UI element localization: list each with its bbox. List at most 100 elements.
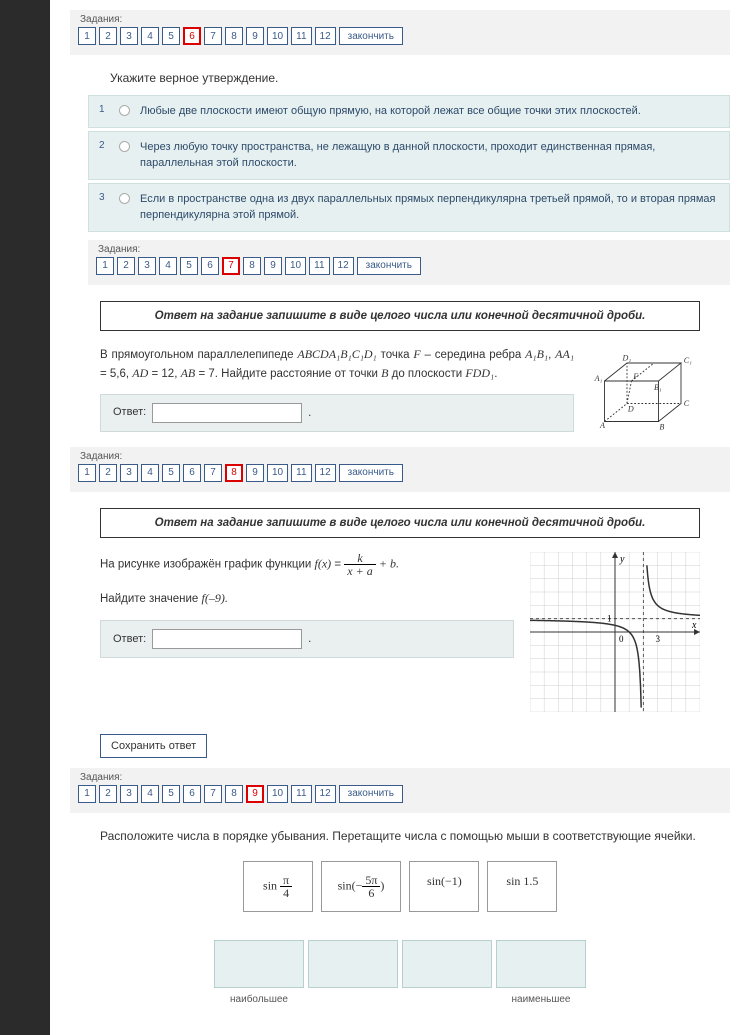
task-nav: Задания: 123456789101112закончить <box>70 447 730 492</box>
nav-task-8[interactable]: 8 <box>243 257 261 275</box>
answer-label: Ответ: <box>113 404 146 422</box>
drop-slot[interactable] <box>496 940 586 988</box>
q8-body: В прямоугольном параллелепипеде ABCDA₁B₁… <box>100 345 700 435</box>
q9-answer-input[interactable] <box>152 629 302 649</box>
nav-task-3[interactable]: 3 <box>120 785 138 803</box>
svg-text:3: 3 <box>656 634 661 644</box>
nav-task-7[interactable]: 7 <box>204 785 222 803</box>
nav-task-12[interactable]: 12 <box>315 785 336 803</box>
nav-finish[interactable]: закончить <box>339 785 403 803</box>
q6-options: 1Любые две плоскости имеют общую прямую,… <box>88 95 730 232</box>
nav-task-12[interactable]: 12 <box>315 464 336 482</box>
nav-task-8[interactable]: 8 <box>225 27 243 45</box>
graph-figure: 013xy <box>530 552 700 712</box>
nav-task-10[interactable]: 10 <box>285 257 306 275</box>
q9-text: На рисунке изображён график функции f(x)… <box>100 552 514 658</box>
nav-task-11[interactable]: 11 <box>291 27 311 45</box>
nav-task-10[interactable]: 10 <box>267 27 288 45</box>
option-row[interactable]: 1Любые две плоскости имеют общую прямую,… <box>88 95 730 128</box>
nav-task-2[interactable]: 2 <box>99 27 117 45</box>
nav-task-11[interactable]: 11 <box>291 464 311 482</box>
left-sidebar <box>0 0 50 1035</box>
svg-text:A₁: A₁ <box>594 374 603 383</box>
nav-label: Задания: <box>96 244 722 255</box>
nav-task-7[interactable]: 7 <box>222 257 240 275</box>
nav-task-6[interactable]: 6 <box>201 257 219 275</box>
nav-task-6[interactable]: 6 <box>183 27 201 45</box>
svg-text:A: A <box>599 421 605 430</box>
svg-text:C₁: C₁ <box>684 356 692 365</box>
nav-row-q9: 123456789101112закончить <box>78 785 722 803</box>
nav-task-3[interactable]: 3 <box>120 27 138 45</box>
option-row[interactable]: 3Если в пространстве одна из двух паралл… <box>88 183 730 232</box>
drop-row <box>100 940 700 988</box>
svg-text:0: 0 <box>619 634 624 644</box>
task-nav: Задания: 123456789101112закончить <box>70 768 730 813</box>
drop-slot[interactable] <box>402 940 492 988</box>
main-content: Задания: 123456789101112закончить Укажит… <box>50 0 750 1035</box>
svg-text:1: 1 <box>607 614 612 624</box>
q9-body: На рисунке изображён график функции f(x)… <box>100 552 700 712</box>
nav-task-4[interactable]: 4 <box>141 27 159 45</box>
nav-task-2[interactable]: 2 <box>117 257 135 275</box>
nav-task-12[interactable]: 12 <box>333 257 354 275</box>
q8-text: В прямоугольном параллелепипеде ABCDA₁B₁… <box>100 345 574 432</box>
nav-task-9[interactable]: 9 <box>246 27 264 45</box>
nav-task-8[interactable]: 8 <box>225 785 243 803</box>
nav-task-6[interactable]: 6 <box>183 464 201 482</box>
q9-title: Ответ на задание запишите в виде целого … <box>100 508 700 538</box>
radio-icon <box>119 141 130 152</box>
nav-task-2[interactable]: 2 <box>99 785 117 803</box>
nav-task-10[interactable]: 10 <box>267 464 288 482</box>
nav-task-11[interactable]: 11 <box>291 785 311 803</box>
nav-task-5[interactable]: 5 <box>162 785 180 803</box>
svg-text:D: D <box>627 405 634 414</box>
q6-instruction: Укажите верное утверждение. <box>110 71 730 85</box>
svg-text:D₁: D₁ <box>622 353 632 362</box>
nav-task-4[interactable]: 4 <box>141 464 159 482</box>
drop-slot[interactable] <box>308 940 398 988</box>
save-button[interactable]: Сохранить ответ <box>100 734 207 758</box>
nav-task-7[interactable]: 7 <box>204 464 222 482</box>
q8-answer-input[interactable] <box>152 403 302 423</box>
cube-figure: A B C D A₁ B₁ C₁ D₁ F <box>590 345 700 435</box>
nav-task-9[interactable]: 9 <box>246 464 264 482</box>
nav-task-1[interactable]: 1 <box>78 785 96 803</box>
svg-text:B₁: B₁ <box>654 383 662 392</box>
nav-task-1[interactable]: 1 <box>78 27 96 45</box>
nav-task-5[interactable]: 5 <box>162 464 180 482</box>
nav-task-11[interactable]: 11 <box>309 257 329 275</box>
nav-task-9[interactable]: 9 <box>246 785 264 803</box>
task-nav: Задания: 123456789101112закончить <box>70 10 730 55</box>
q8-answer-row: Ответ: . <box>100 394 574 432</box>
nav-task-5[interactable]: 5 <box>162 27 180 45</box>
nav-task-10[interactable]: 10 <box>267 785 288 803</box>
drag-section: sinπ4 sin(−5π6) sin(−1) sin 1.5 наибольш… <box>100 861 700 1005</box>
nav-finish[interactable]: закончить <box>339 27 403 45</box>
nav-task-2[interactable]: 2 <box>99 464 117 482</box>
nav-task-1[interactable]: 1 <box>78 464 96 482</box>
nav-task-12[interactable]: 12 <box>315 27 336 45</box>
nav-task-6[interactable]: 6 <box>183 785 201 803</box>
nav-task-4[interactable]: 4 <box>141 785 159 803</box>
nav-task-3[interactable]: 3 <box>120 464 138 482</box>
nav-label: Задания: <box>78 451 722 462</box>
answer-label: Ответ: <box>113 631 146 649</box>
radio-icon <box>119 193 130 204</box>
nav-finish[interactable]: закончить <box>357 257 421 275</box>
nav-task-3[interactable]: 3 <box>138 257 156 275</box>
nav-task-5[interactable]: 5 <box>180 257 198 275</box>
svg-text:y: y <box>619 554 625 565</box>
svg-text:F: F <box>632 372 638 381</box>
option-row[interactable]: 2Через любую точку пространства, не лежа… <box>88 131 730 180</box>
nav-task-4[interactable]: 4 <box>159 257 177 275</box>
drop-slot[interactable] <box>214 940 304 988</box>
nav-row-q8: 123456789101112закончить <box>78 464 722 482</box>
nav-task-7[interactable]: 7 <box>204 27 222 45</box>
nav-task-1[interactable]: 1 <box>96 257 114 275</box>
nav-task-9[interactable]: 9 <box>264 257 282 275</box>
nav-finish[interactable]: закончить <box>339 464 403 482</box>
drop-labels: наибольшее наименьшее <box>100 994 700 1005</box>
q8-title: Ответ на задание запишите в виде целого … <box>100 301 700 331</box>
nav-task-8[interactable]: 8 <box>225 464 243 482</box>
